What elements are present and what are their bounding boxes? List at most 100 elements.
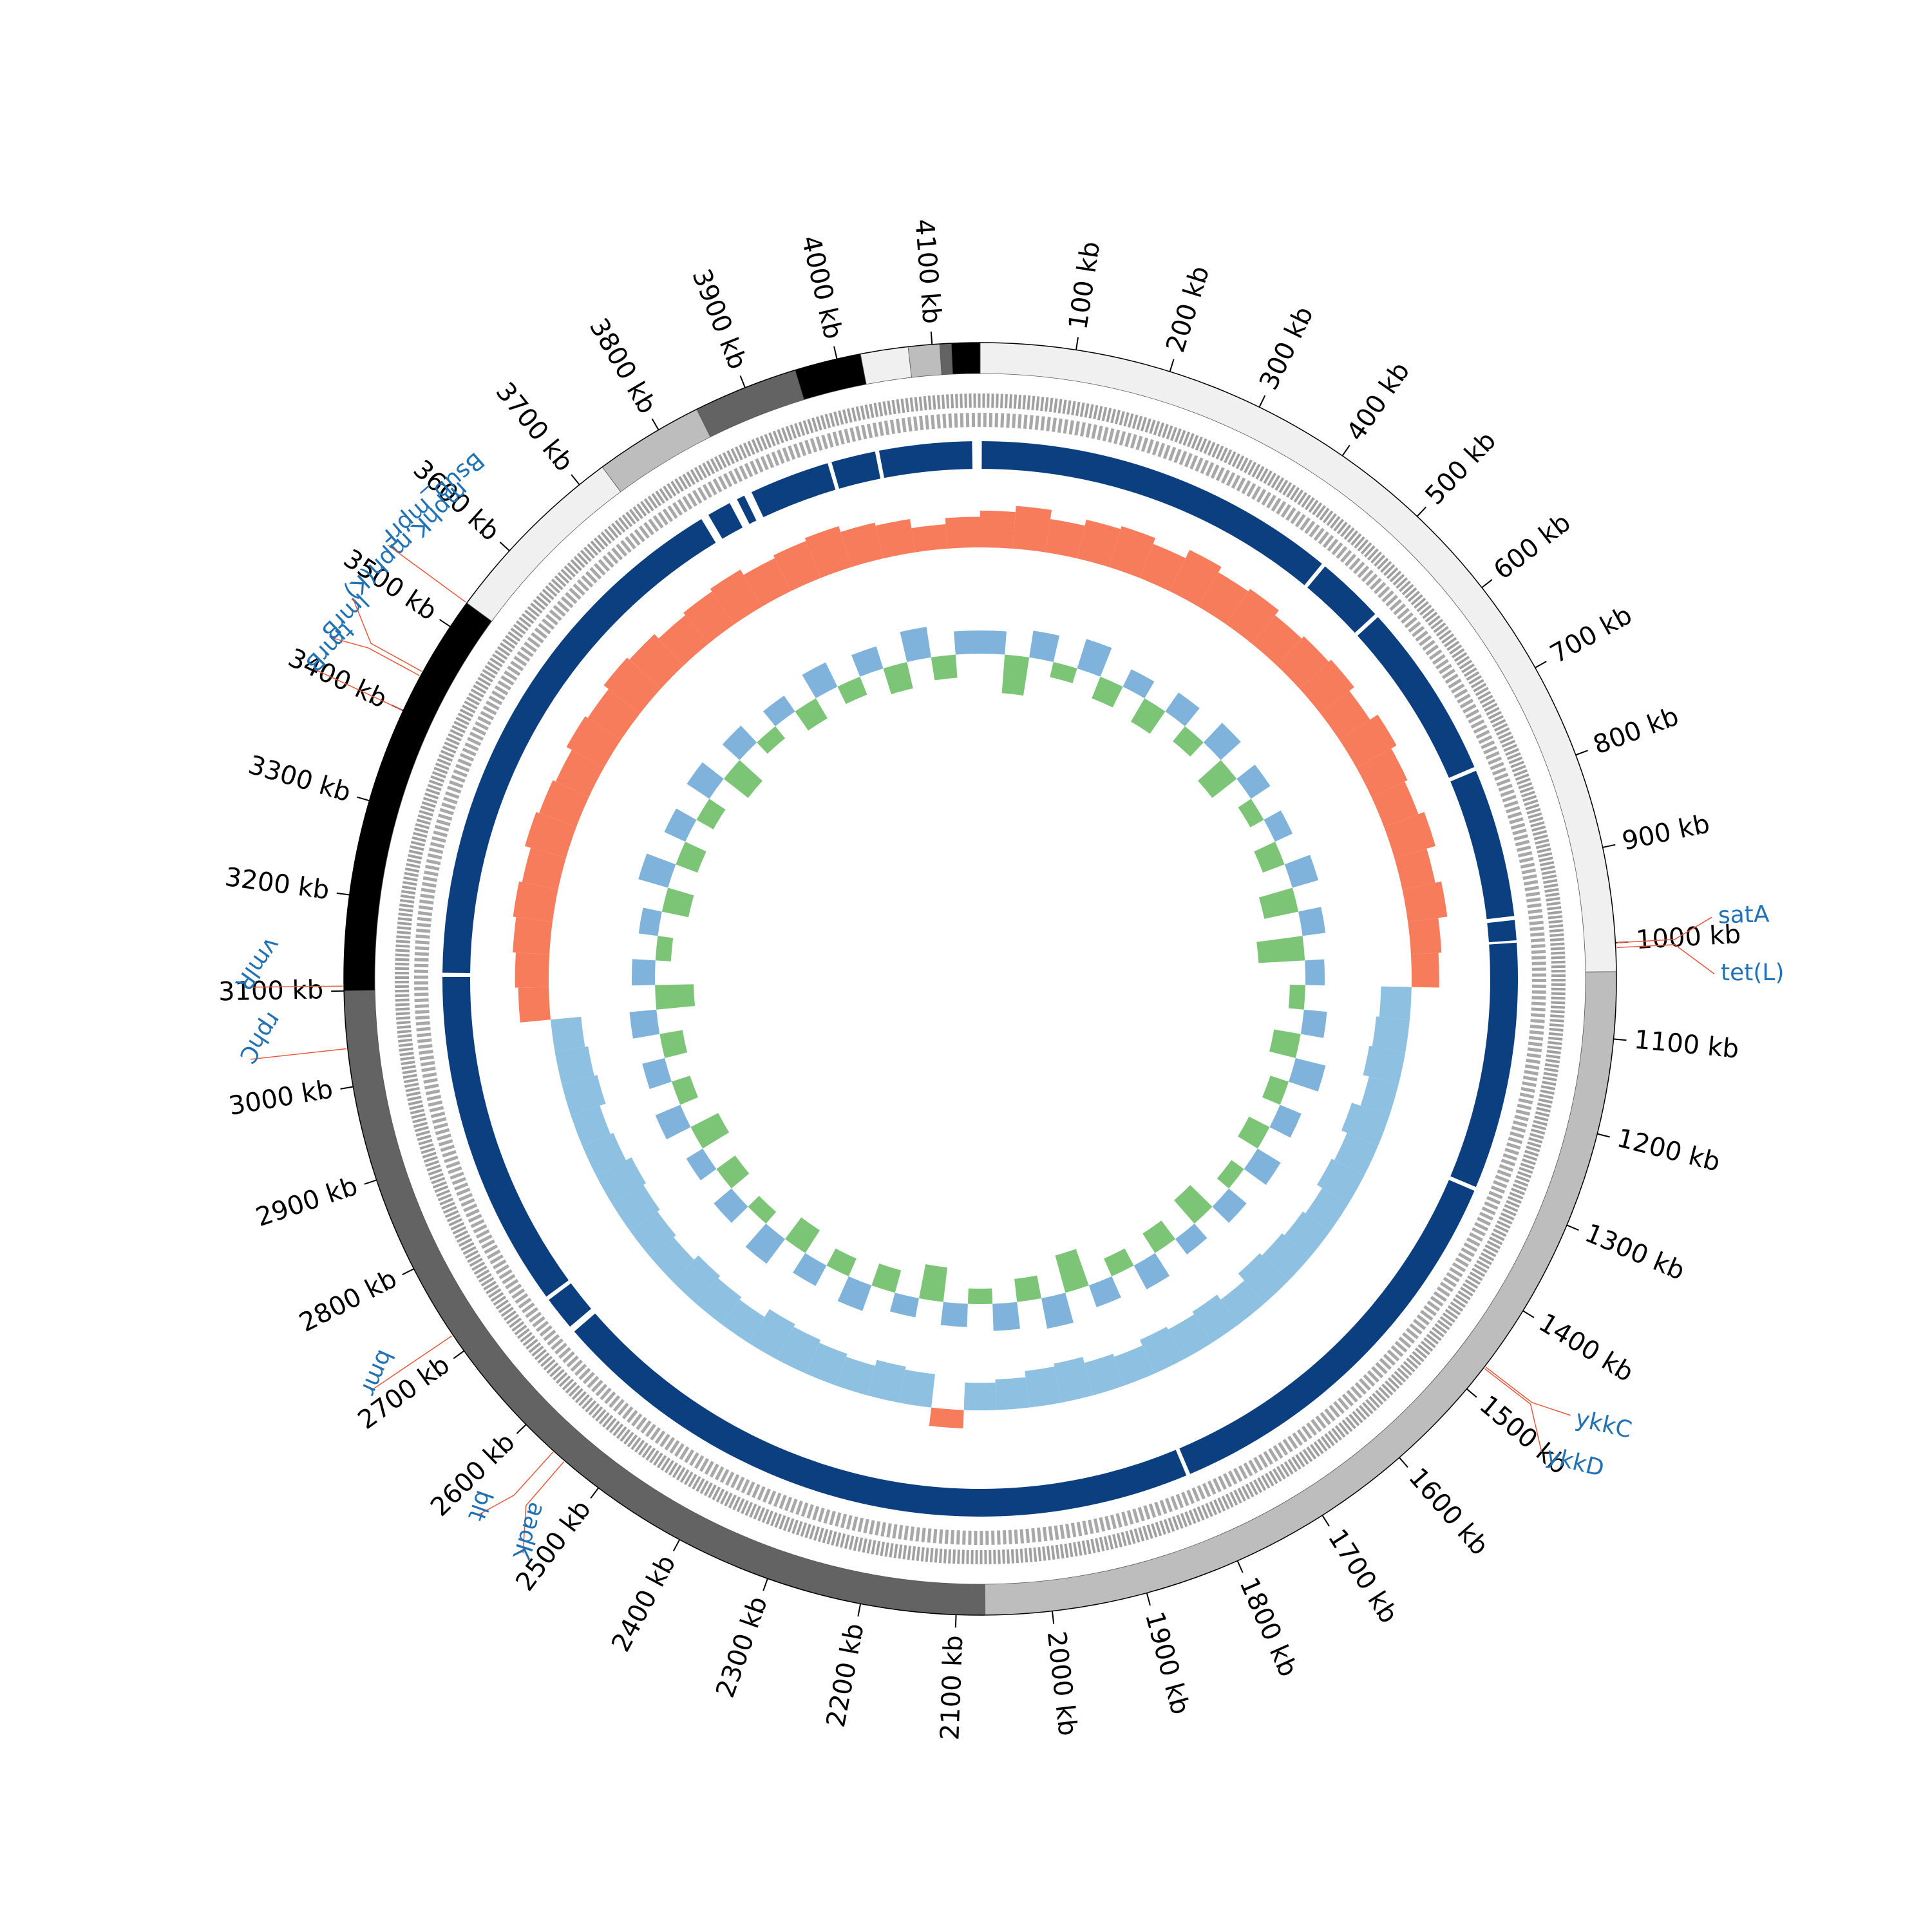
tick-label: 3800 kb — [583, 314, 662, 419]
track-bar — [837, 676, 867, 705]
track-bar — [837, 1276, 872, 1311]
tick-mark — [1597, 1133, 1610, 1138]
track-bar — [1284, 855, 1319, 888]
tick-label: 3900 kb — [686, 265, 752, 374]
track-bar — [900, 627, 931, 662]
track-bar — [539, 780, 589, 828]
tick-mark — [1236, 1560, 1244, 1573]
track-bar — [773, 541, 821, 591]
track-bar — [1269, 1029, 1301, 1058]
alignment-block — [708, 503, 743, 539]
track-bar — [785, 1217, 820, 1253]
track-bar — [582, 1133, 627, 1176]
track-bar — [1258, 887, 1299, 919]
tick-label: 1100 kb — [1633, 1025, 1740, 1064]
alignment-block — [1487, 920, 1517, 943]
track-bar — [1212, 1188, 1247, 1223]
tick-mark — [336, 892, 350, 896]
tick-label: 2900 kb — [252, 1171, 361, 1233]
tick-mark — [1341, 444, 1350, 457]
tick-mark — [1575, 750, 1588, 756]
tick-mark — [1051, 1611, 1055, 1624]
track-bar — [1220, 1280, 1265, 1325]
track-bar — [1379, 986, 1412, 1020]
gene-label: tet(L) — [1721, 960, 1785, 986]
track-bar — [1284, 1211, 1331, 1257]
track-bar — [1175, 1223, 1208, 1255]
track-bar — [658, 615, 709, 665]
tick-label: 2200 kb — [821, 1621, 870, 1730]
track-bar — [1173, 726, 1204, 757]
leader-line — [1485, 1367, 1571, 1416]
contig-segment — [939, 343, 953, 375]
track-bar — [1198, 760, 1237, 798]
tick-label: 3000 kb — [227, 1074, 336, 1121]
tick-mark — [1321, 1515, 1330, 1527]
track-bar — [1113, 1345, 1155, 1386]
track-bar — [1012, 506, 1052, 553]
track-bar — [967, 1288, 993, 1305]
track-bar — [1300, 1009, 1327, 1038]
track-bar — [690, 1113, 730, 1149]
track-bar — [1077, 520, 1121, 567]
track-bar — [1014, 1275, 1042, 1302]
tick-label: 700 kb — [1545, 600, 1637, 669]
track-bar — [1238, 799, 1264, 828]
track-bar — [629, 634, 684, 689]
tick-mark — [651, 418, 659, 431]
tick-mark — [516, 1424, 527, 1434]
track-bar — [518, 987, 551, 1023]
track-bar — [1055, 1249, 1089, 1293]
track-bar — [1402, 881, 1448, 922]
tick-label: 300 kb — [1254, 302, 1320, 395]
tick-mark — [833, 346, 838, 359]
leader-line — [250, 1048, 347, 1060]
leader-line — [352, 597, 422, 672]
tick-mark — [1075, 337, 1079, 350]
tick-label: 2300 kb — [710, 1593, 773, 1701]
track-bar — [1001, 654, 1030, 696]
track-bar — [1131, 698, 1166, 734]
track-bar — [1142, 1220, 1175, 1253]
track-bar — [954, 630, 980, 655]
track-bar — [562, 1075, 606, 1115]
track-bar — [1360, 1076, 1399, 1115]
track-bar — [1305, 959, 1325, 986]
tick-label: 1300 kb — [1580, 1218, 1689, 1287]
leader-line — [1484, 1368, 1542, 1452]
tick-label: 1800 kb — [1233, 1573, 1303, 1681]
tick-label: 1900 kb — [1139, 1609, 1195, 1718]
track-bar — [629, 1009, 660, 1039]
track-bar — [659, 1030, 688, 1058]
track-bar — [1244, 1148, 1281, 1185]
track-bar — [898, 1369, 936, 1408]
track-bar — [1254, 842, 1285, 873]
track-bar — [515, 952, 550, 988]
track-bar — [1356, 748, 1408, 797]
tick-label: 2800 kb — [294, 1264, 401, 1338]
track-bar — [513, 881, 558, 922]
track-bar — [795, 698, 828, 731]
track-bar — [995, 1377, 1029, 1410]
track-bar — [638, 853, 676, 888]
tick-mark — [402, 1268, 414, 1276]
track-bar — [683, 591, 735, 644]
track-bar — [745, 1223, 786, 1264]
track-bar — [1269, 1104, 1302, 1138]
track-bar — [710, 569, 762, 625]
track-bar — [929, 1407, 964, 1428]
tick-label: 1200 kb — [1614, 1123, 1723, 1177]
track-bar — [1305, 1188, 1349, 1231]
track-bar — [804, 526, 852, 578]
track-bar — [840, 522, 884, 567]
track-bar — [555, 750, 604, 797]
track-bar — [1084, 1354, 1124, 1396]
track-bar — [1289, 1057, 1326, 1092]
track-bar — [1394, 848, 1435, 890]
tick-mark — [357, 796, 370, 802]
track-bar — [1041, 1293, 1074, 1329]
track-bar — [836, 1356, 875, 1396]
track-bar — [757, 726, 786, 754]
tick-mark — [499, 542, 510, 551]
